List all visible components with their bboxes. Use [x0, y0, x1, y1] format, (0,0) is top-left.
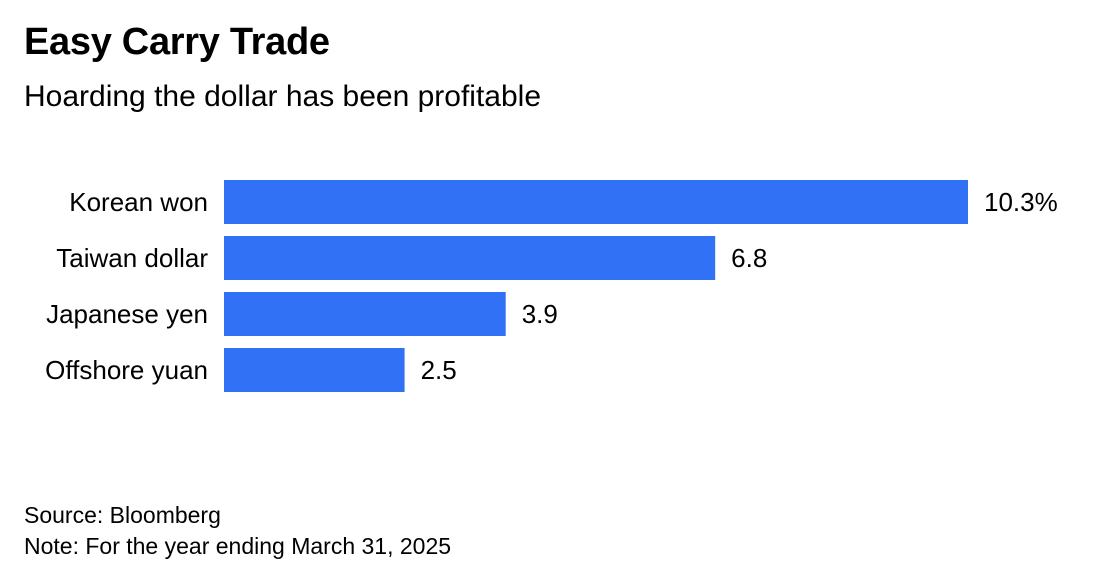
- category-label: Taiwan dollar: [56, 243, 208, 273]
- value-label: 10.3%: [984, 187, 1058, 217]
- footnote: Note: For the year ending March 31, 2025: [24, 533, 452, 559]
- bar: [224, 180, 968, 224]
- bar: [224, 292, 506, 336]
- source-note: Source: Bloomberg: [24, 502, 221, 528]
- chart-subtitle: Hoarding the dollar has been profitable: [24, 80, 542, 113]
- category-label: Korean won: [69, 187, 208, 217]
- category-label: Japanese yen: [46, 299, 208, 329]
- category-label: Offshore yuan: [45, 355, 208, 385]
- value-label: 3.9: [522, 299, 558, 329]
- value-label: 2.5: [421, 355, 457, 385]
- chart-title: Easy Carry Trade: [24, 21, 330, 63]
- bar: [224, 348, 405, 392]
- bar: [224, 236, 716, 280]
- value-label: 6.8: [731, 243, 767, 273]
